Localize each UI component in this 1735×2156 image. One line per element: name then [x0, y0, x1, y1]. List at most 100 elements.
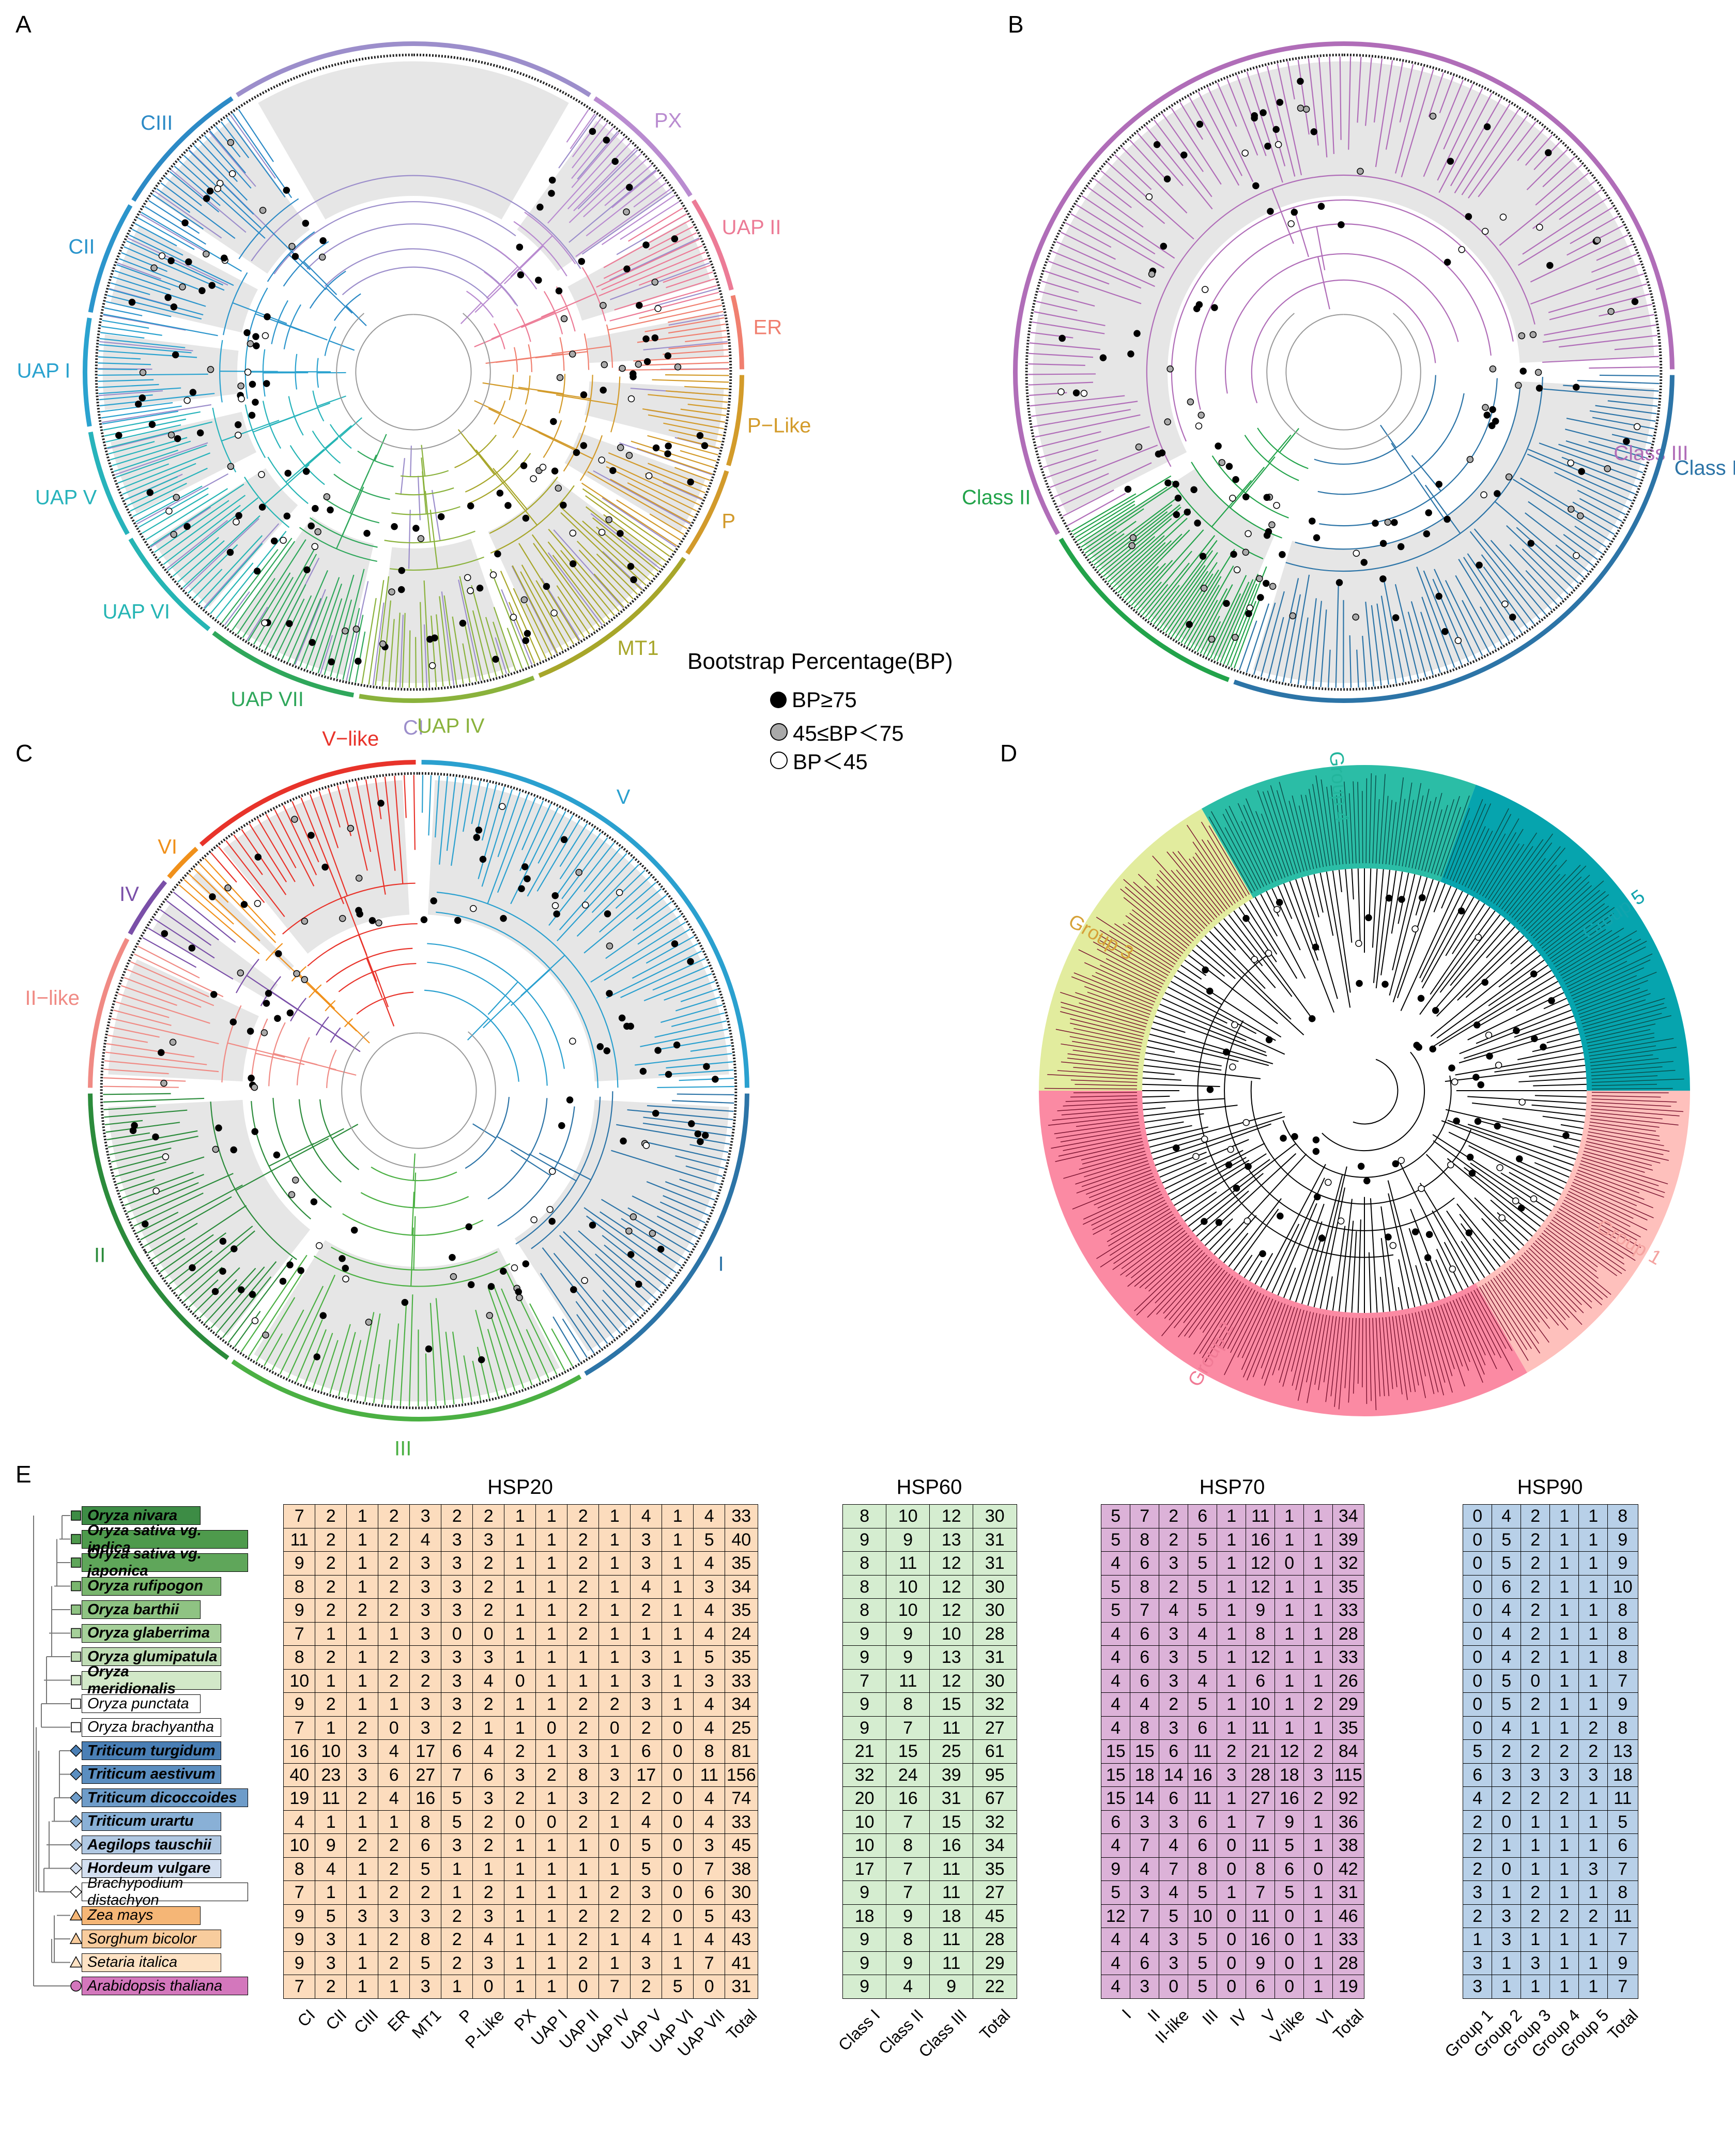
count-cell: 18	[1130, 1763, 1160, 1787]
count-cell: 1	[504, 1928, 536, 1952]
count-cell: 1	[1217, 1598, 1247, 1623]
bootstrap-nodes	[115, 128, 709, 669]
count-cell: 2	[441, 1928, 473, 1952]
clade-label: UAP II	[722, 216, 781, 239]
count-cell: 2	[1521, 1574, 1550, 1599]
count-cell: 1	[504, 1716, 536, 1740]
count-cell: 1	[504, 1622, 536, 1646]
count-cell: 1	[1275, 1527, 1304, 1552]
count-cell: 2	[472, 1598, 505, 1623]
count-cell: 1	[662, 1622, 694, 1646]
count-cell: 2	[1159, 1574, 1189, 1599]
count-cell: 9	[886, 1951, 930, 1976]
count-cell: 5	[315, 1904, 347, 1929]
count-cell: 19	[283, 1786, 316, 1811]
count-cell: 6	[1246, 1669, 1276, 1693]
count-cell: 2	[630, 1716, 663, 1740]
count-cell: 12	[1246, 1551, 1276, 1576]
clade-shading	[223, 780, 410, 954]
count-cell: 0	[1463, 1598, 1493, 1623]
count-cell: 9	[283, 1598, 316, 1623]
taxon-label: Oryza rufipogon	[82, 1577, 221, 1596]
count-cell: 9	[315, 1833, 347, 1858]
count-cell: 7	[283, 1716, 316, 1740]
count-cell: 1	[346, 1810, 379, 1834]
count-cell: 1	[1578, 1810, 1608, 1834]
count-cell: 0	[535, 1810, 568, 1834]
count-cell: 7	[1130, 1904, 1160, 1929]
count-cell: 5	[1188, 1574, 1218, 1599]
count-cell: 0	[1492, 1810, 1522, 1834]
count-cell: 4	[886, 1975, 930, 1999]
taxon-label: Oryza glaberrima	[82, 1624, 221, 1643]
count-cell: 5	[1492, 1527, 1522, 1552]
count-cell: 31	[929, 1786, 974, 1811]
clade-arc	[1013, 41, 1675, 536]
count-cell: 5	[1101, 1504, 1131, 1528]
tree-backbone	[341, 1031, 496, 1168]
count-cell: 3	[409, 1551, 442, 1576]
count-cell: 8	[1607, 1622, 1638, 1646]
count-cell: 4	[693, 1692, 726, 1717]
count-cell: 1	[1217, 1692, 1247, 1717]
clade-arc	[1233, 375, 1675, 703]
count-cell: 33	[725, 1504, 758, 1528]
count-cell: 4	[1130, 1692, 1160, 1717]
count-cell: 1	[504, 1951, 536, 1976]
count-cell: 1	[1275, 1622, 1304, 1646]
count-cell: 13	[929, 1527, 974, 1552]
count-cell: 8	[842, 1504, 887, 1528]
count-cell: 3	[378, 1904, 410, 1929]
count-cell: 1	[535, 1739, 568, 1764]
count-cell: 45	[725, 1833, 758, 1858]
clade-label: CI	[403, 716, 424, 739]
count-cell: 1	[1578, 1951, 1608, 1976]
count-cell: 1	[1578, 1551, 1608, 1576]
count-cell: 1	[1549, 1504, 1579, 1528]
count-cell: 1	[1578, 1833, 1608, 1858]
count-cell: 1	[1275, 1692, 1304, 1717]
count-cell: 4	[1101, 1716, 1131, 1740]
count-cell: 12	[1101, 1904, 1131, 1929]
count-cell: 35	[725, 1645, 758, 1670]
count-cell: 2	[1521, 1739, 1550, 1764]
count-cell: 4	[1463, 1786, 1493, 1811]
count-cell: 5	[1188, 1598, 1218, 1623]
count-cell: 1	[1303, 1951, 1333, 1976]
count-cell: 1	[535, 1527, 568, 1552]
count-cell: 9	[886, 1622, 930, 1646]
clade-branches	[465, 1091, 734, 1363]
gene-labels	[1479, 1092, 1684, 1361]
count-cell: 5	[1101, 1527, 1131, 1552]
clade-shading	[254, 1240, 560, 1402]
clade-arc	[131, 96, 234, 202]
clade-shading	[567, 221, 711, 321]
count-cell: 1	[1463, 1928, 1493, 1952]
bootstrap-nodes	[129, 800, 719, 1364]
count-cell: 8	[1607, 1598, 1638, 1623]
count-cell: 1	[1303, 1716, 1333, 1740]
count-cell: 2	[1521, 1504, 1550, 1528]
count-cell: 3	[472, 1786, 505, 1811]
clade-label: IV	[119, 883, 139, 906]
count-cell: 2	[598, 1786, 631, 1811]
clade-arc	[199, 760, 416, 847]
panel-letter-a: A	[16, 11, 32, 38]
count-cell: 11	[1246, 1716, 1276, 1740]
count-cell: 2	[1521, 1527, 1550, 1552]
count-cell: 11	[929, 1716, 974, 1740]
family-title: HSP70	[1199, 1476, 1265, 1499]
count-cell: 5	[1188, 1951, 1218, 1976]
count-cell: 11	[1607, 1904, 1638, 1929]
clade-arc	[730, 295, 744, 370]
count-cell: 9	[842, 1692, 887, 1717]
count-cell: 33	[1332, 1645, 1364, 1670]
count-cell: 5	[1188, 1551, 1218, 1576]
count-cell: 35	[725, 1598, 758, 1623]
count-cell: 1	[598, 1951, 631, 1976]
count-cell: 0	[1521, 1669, 1550, 1693]
count-cell: 4	[630, 1810, 663, 1834]
clade-label: V	[617, 786, 631, 808]
count-cell: 0	[598, 1716, 631, 1740]
count-cell: 2	[472, 1810, 505, 1834]
